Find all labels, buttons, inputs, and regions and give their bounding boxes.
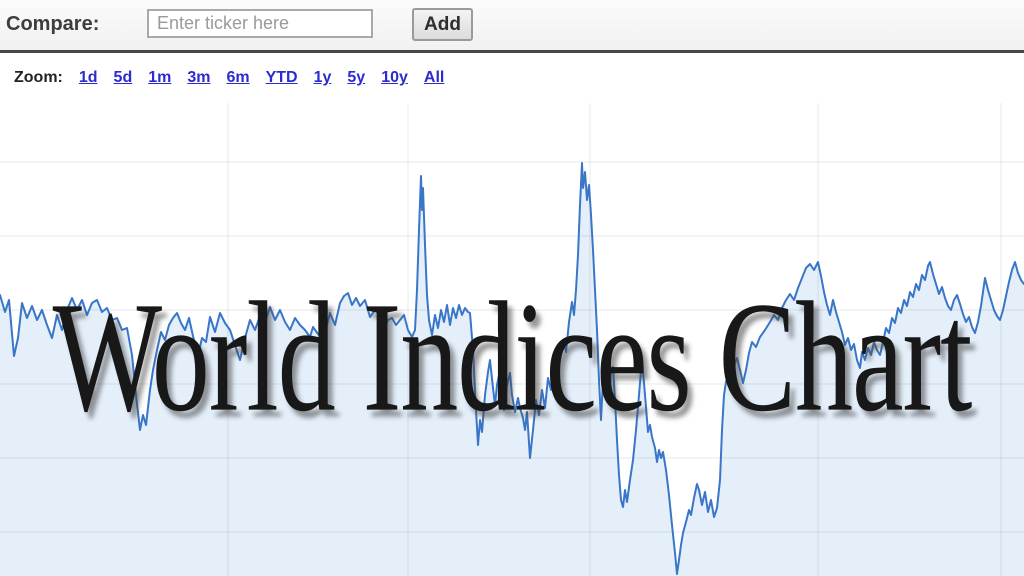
zoom-link-1d[interactable]: 1d — [78, 69, 98, 86]
zoom-link-3m[interactable]: 3m — [187, 69, 211, 86]
zoom-link-ytd[interactable]: YTD — [265, 69, 298, 86]
toolbar-separator — [0, 50, 1024, 53]
chart-area-fill — [0, 163, 1024, 576]
zoom-link-1m[interactable]: 1m — [148, 69, 172, 86]
price-line — [0, 162, 1024, 575]
chart-svg — [0, 103, 1024, 576]
add-button[interactable]: Add — [412, 8, 473, 41]
zoom-link-5d[interactable]: 5d — [113, 69, 133, 86]
zoom-link-5y[interactable]: 5y — [347, 69, 366, 86]
zoom-link-all[interactable]: All — [423, 69, 445, 86]
compare-toolbar: Compare: Add — [0, 0, 1024, 50]
ticker-input[interactable] — [147, 9, 373, 38]
zoom-links-container: 1d 5d 1m 3m 6m YTD 1y 5y 10y All — [79, 69, 444, 87]
zoom-link-1y[interactable]: 1y — [313, 69, 332, 86]
chart-canvas[interactable] — [0, 103, 1024, 576]
price-chart[interactable]: World Indices Chart GFRX — [0, 103, 1024, 576]
zoom-link-10y[interactable]: 10y — [381, 69, 408, 86]
zoom-label: Zoom: — [14, 69, 63, 86]
compare-label: Compare: — [6, 13, 100, 35]
zoom-link-6m[interactable]: 6m — [226, 69, 250, 86]
zoom-toolbar: Zoom: 1d 5d 1m 3m 6m YTD 1y 5y 10y All — [0, 53, 1024, 104]
